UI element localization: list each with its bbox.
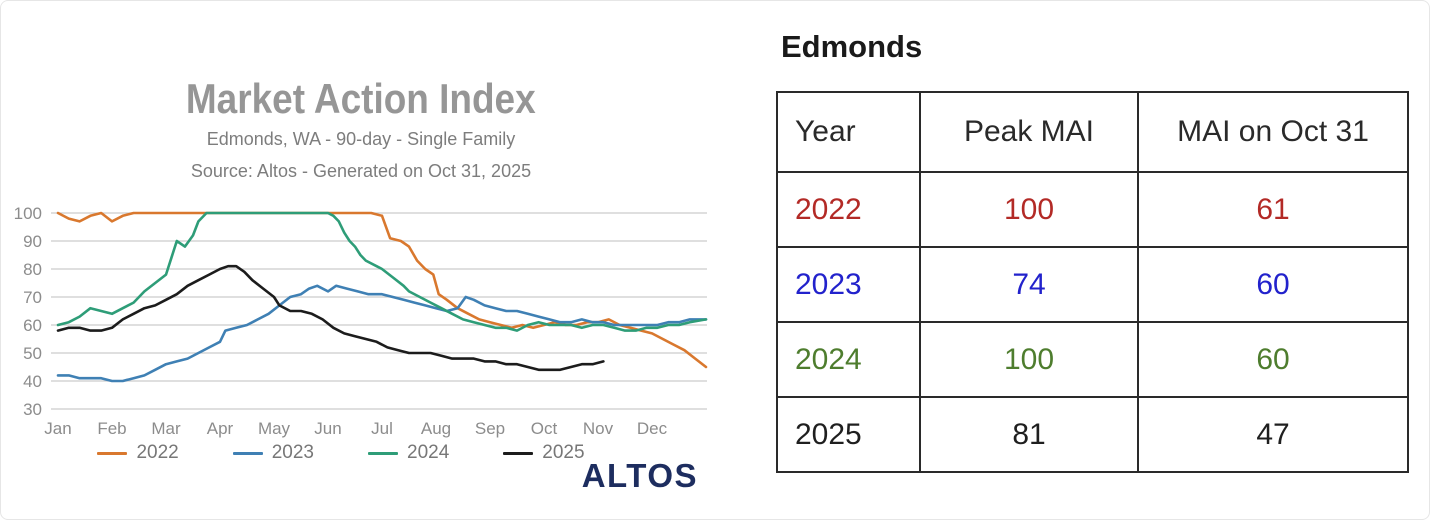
cell-peak-2025: 81 bbox=[919, 396, 1139, 473]
cell-oct31-2024: 60 bbox=[1137, 321, 1409, 398]
svg-text:100: 100 bbox=[14, 204, 42, 223]
cell-oct31-2025: 47 bbox=[1137, 396, 1409, 473]
legend-item-2023: 2023 bbox=[232, 442, 314, 464]
svg-text:May: May bbox=[258, 419, 291, 438]
svg-text:50: 50 bbox=[23, 344, 42, 363]
table-row-2025: 2025 81 47 bbox=[776, 396, 1409, 473]
svg-text:40: 40 bbox=[23, 372, 42, 391]
legend-swatch-2022 bbox=[97, 451, 128, 455]
legend-item-2025: 2025 bbox=[503, 442, 585, 464]
legend-label-2024: 2024 bbox=[407, 442, 450, 463]
panel-title: Edmonds bbox=[781, 29, 923, 64]
mai-summary-table: Year Peak MAI MAI on Oct 31 2022 100 61 202… bbox=[776, 91, 1409, 473]
legend-swatch-2025 bbox=[503, 451, 534, 455]
cell-year-2023: 2023 bbox=[776, 246, 921, 323]
table-header-row: Year Peak MAI MAI on Oct 31 bbox=[776, 91, 1409, 173]
legend-label-2025: 2025 bbox=[542, 442, 585, 463]
cell-peak-2024: 100 bbox=[919, 321, 1139, 398]
market-action-index-chart: Market Action Index Edmonds, WA - 90-day… bbox=[1, 1, 726, 519]
svg-text:Jul: Jul bbox=[371, 419, 393, 438]
cell-year-2024: 2024 bbox=[776, 321, 921, 398]
mai-table-body: 2022 100 61 2023 74 60 2024 100 60 2025 81 47 bbox=[776, 171, 1409, 473]
cell-peak-2023: 74 bbox=[919, 246, 1139, 323]
cell-oct31-2023: 60 bbox=[1137, 246, 1409, 323]
svg-text:Dec: Dec bbox=[637, 419, 668, 438]
legend-swatch-2023 bbox=[232, 451, 263, 455]
svg-text:Mar: Mar bbox=[151, 419, 181, 438]
svg-text:80: 80 bbox=[23, 260, 42, 279]
legend-item-2024: 2024 bbox=[368, 442, 449, 464]
svg-text:Jan: Jan bbox=[44, 419, 71, 438]
cell-oct31-2022: 61 bbox=[1137, 171, 1409, 248]
legend-label-2023: 2023 bbox=[271, 442, 314, 463]
legend-swatch-2024 bbox=[368, 451, 398, 455]
svg-text:Oct: Oct bbox=[531, 419, 558, 438]
mai-chart-svg: 30 40 50 60 70 80 90 100 Jan Feb Mar Apr May Jun Jul Au… bbox=[14, 204, 708, 438]
altos-logo: ALTOS bbox=[581, 457, 698, 494]
svg-text:Jun: Jun bbox=[314, 419, 341, 438]
cell-year-2022: 2022 bbox=[776, 171, 921, 248]
svg-text:90: 90 bbox=[23, 232, 42, 251]
cell-peak-2022: 100 bbox=[919, 171, 1139, 248]
chart-subtitle-location: Edmonds, WA - 90-day - Single Family bbox=[206, 129, 516, 149]
legend-label-2022: 2022 bbox=[136, 442, 179, 463]
legend-item-2022: 2022 bbox=[97, 442, 179, 464]
table-row-2024: 2024 100 60 bbox=[776, 321, 1409, 398]
chart-title: Market Action Index bbox=[1, 75, 721, 123]
svg-text:30: 30 bbox=[23, 400, 42, 419]
svg-text:Aug: Aug bbox=[421, 419, 451, 438]
svg-text:Feb: Feb bbox=[97, 419, 126, 438]
header-peak-mai: Peak MAI bbox=[919, 91, 1139, 173]
header-year: Year bbox=[776, 91, 921, 173]
chart-subtitle-source: Source: Altos - Generated on Oct 31, 202… bbox=[190, 161, 532, 181]
svg-text:Sep: Sep bbox=[475, 419, 505, 438]
chart-title-text: Market Action Index bbox=[186, 75, 536, 122]
svg-text:Apr: Apr bbox=[207, 419, 234, 438]
table-row-2022: 2022 100 61 bbox=[776, 171, 1409, 248]
svg-text:Nov: Nov bbox=[583, 419, 614, 438]
table-row-2023: 2023 74 60 bbox=[776, 246, 1409, 323]
cell-year-2025: 2025 bbox=[776, 396, 921, 473]
chart-legend: 2022 2023 2024 2025 bbox=[41, 442, 641, 464]
svg-text:60: 60 bbox=[23, 316, 42, 335]
header-mai-on-oct-31: MAI on Oct 31 bbox=[1137, 91, 1409, 173]
svg-text:70: 70 bbox=[23, 288, 42, 307]
